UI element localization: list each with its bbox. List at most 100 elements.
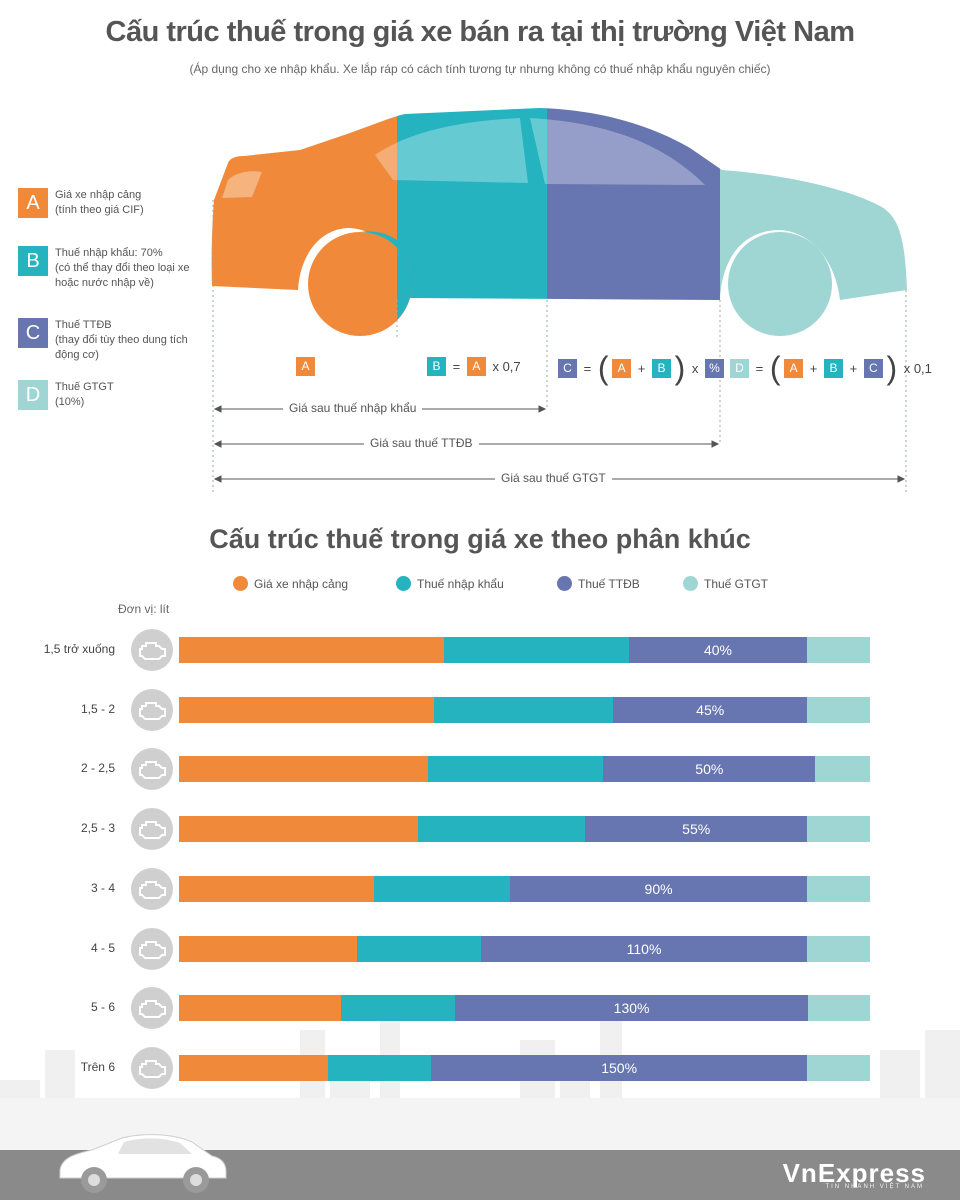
engine-icon: [131, 808, 173, 850]
formula-c: C = ( A + B ) x %: [558, 350, 724, 386]
stacked-bar: 110%: [179, 936, 870, 962]
bar-segment-ttdb-tax: 50%: [603, 756, 816, 782]
ttdb-rate-label: 40%: [703, 642, 732, 658]
car-footer-icon: [59, 1134, 227, 1193]
legend-label-2: Thuế TTĐB: [578, 576, 640, 591]
formula-b: B = A x 0,7: [427, 357, 524, 379]
formula-a-box: A: [296, 357, 315, 376]
bar-segment-import-price: [179, 697, 435, 723]
formula-c-box: C: [558, 358, 577, 378]
formula-c-pct-box: %: [705, 358, 724, 378]
legend-letter-a: A: [18, 188, 48, 218]
bar-segment-gtgt-tax: [807, 995, 870, 1021]
formula-b-a-box: A: [466, 357, 486, 376]
page-subtitle: (Áp dụng cho xe nhập khẩu. Xe lắp ráp có…: [189, 62, 771, 76]
formula-d-c-box: C: [863, 358, 883, 378]
car-section-b: [397, 108, 547, 300]
formula-d-a-box: A: [784, 358, 804, 378]
formula-d-plus2: +: [849, 360, 858, 376]
bar-segment-import-price: [179, 936, 357, 962]
logo-tagline: TIN NHANH VIỆT NAM: [825, 1184, 924, 1190]
ttdb-rate-label: 45%: [696, 702, 725, 718]
formula-b-eq: =: [452, 359, 461, 374]
formula-c-plus: +: [637, 360, 646, 376]
dim-after-import: Giá sau thuế nhập khẩu: [283, 401, 423, 415]
bar-segment-ttdb-tax: 45%: [613, 697, 808, 723]
bar-segment-import-tax: [443, 637, 629, 663]
dim-after-gtgt: Giá sau thuế GTGT: [495, 471, 612, 485]
legend-swatch-0: [233, 576, 248, 591]
formula-c-b-box: B: [651, 358, 671, 378]
bar-segment-gtgt-tax: [807, 697, 870, 723]
legend-letter-c: C: [18, 318, 48, 348]
engine-icon: [131, 1047, 173, 1089]
engine-icon: [131, 748, 173, 790]
bar-segment-import-tax: [434, 697, 614, 723]
category-label: 1,5 trở xuống: [43, 642, 115, 656]
bar-segment-ttdb-tax: 90%: [509, 876, 808, 902]
legend-text-d: Thuế GTGT (10%): [55, 380, 215, 410]
section-title: Cấu trúc thuế trong giá xe theo phân khú…: [209, 524, 751, 554]
formula-d-tail: x 0,1: [903, 360, 932, 376]
legend-a-line2: (tính theo giá CIF): [55, 204, 144, 216]
legend-label-0: Giá xe nhập cảng: [254, 576, 349, 591]
formula-c-rparen: ): [674, 350, 686, 386]
page-title: Cấu trúc thuế trong giá xe bán ra tại th…: [105, 16, 855, 48]
bar-segment-ttdb-tax: 110%: [480, 936, 808, 962]
formula-c-a-box: A: [612, 358, 632, 378]
category-label: Trên 6: [80, 1060, 115, 1074]
formula-c-eq: =: [583, 360, 592, 376]
formula-c-lparen: (: [597, 350, 609, 386]
chart-legend-item-3: Thuế GTGT: [683, 576, 768, 591]
chart-legend-item-2: Thuế TTĐB: [557, 576, 640, 591]
bar-segment-import-tax: [418, 816, 586, 842]
category-label: 3 - 4: [90, 881, 115, 895]
bar-segment-gtgt-tax: [807, 637, 870, 663]
ttdb-rate-label: 110%: [626, 941, 662, 957]
legend-label-1: Thuế nhập khẩu: [417, 576, 504, 591]
legend-d-line2: (10%): [55, 396, 85, 408]
unit-label: Đơn vị: lít: [118, 602, 170, 616]
engine-icon: [131, 689, 173, 731]
bar-segment-gtgt-tax: [807, 1055, 870, 1081]
bar-segment-ttdb-tax: 130%: [455, 995, 808, 1021]
formula-d-eq: =: [755, 360, 764, 376]
category-label: 2,5 - 3: [80, 821, 115, 835]
legend-c-line1: Thuế TTĐB: [55, 319, 112, 331]
rear-wheel: [728, 232, 832, 336]
legend-b-line2: (có thể thay đổi theo loại xe hoặc nước …: [55, 262, 190, 289]
formula-d-box: D: [730, 358, 749, 378]
stacked-bar: 130%: [179, 995, 870, 1021]
legend-text-c: Thuế TTĐB (thay đổi tùy theo dung tích đ…: [55, 318, 205, 363]
bar-segment-import-tax: [341, 995, 456, 1021]
ttdb-rate-label: 50%: [695, 761, 724, 777]
bar-segment-gtgt-tax: [807, 876, 870, 902]
stacked-bar: 90%: [179, 876, 870, 902]
formula-c-times: x: [691, 360, 699, 376]
engine-icon: [131, 987, 173, 1029]
bar-segment-gtgt-tax: [815, 756, 870, 782]
legend-letter-d: D: [18, 380, 48, 410]
legend-text-b: Thuế nhập khẩu: 70% (có thể thay đổi the…: [55, 246, 210, 291]
front-wheel: [308, 232, 412, 336]
formula-b-box: B: [427, 357, 446, 376]
bar-segment-import-tax: [356, 936, 481, 962]
legend-b-line1: Thuế nhập khẩu: 70%: [55, 247, 163, 259]
stacked-bar: 150%: [179, 1055, 870, 1081]
category-label: 1,5 - 2: [80, 702, 115, 716]
engine-icon: [131, 868, 173, 910]
chart-legend-item-1: Thuế nhập khẩu: [396, 576, 504, 591]
legend-c-line2: (thay đổi tùy theo dung tích động cơ): [55, 334, 188, 361]
legend-a-line1: Giá xe nhập cảng: [55, 189, 142, 201]
bar-segment-gtgt-tax: [807, 816, 870, 842]
stacked-bar: 45%: [179, 697, 870, 723]
bar-segment-import-price: [179, 756, 429, 782]
category-label: 5 - 6: [90, 1000, 115, 1014]
legend-swatch-1: [396, 576, 411, 591]
bar-segment-import-price: [179, 1055, 328, 1081]
formula-a: A: [296, 357, 315, 379]
bar-segment-import-tax: [327, 1055, 432, 1081]
legend-swatch-2: [557, 576, 572, 591]
bar-segment-import-price: [179, 995, 342, 1021]
ttdb-rate-label: 90%: [644, 881, 673, 897]
